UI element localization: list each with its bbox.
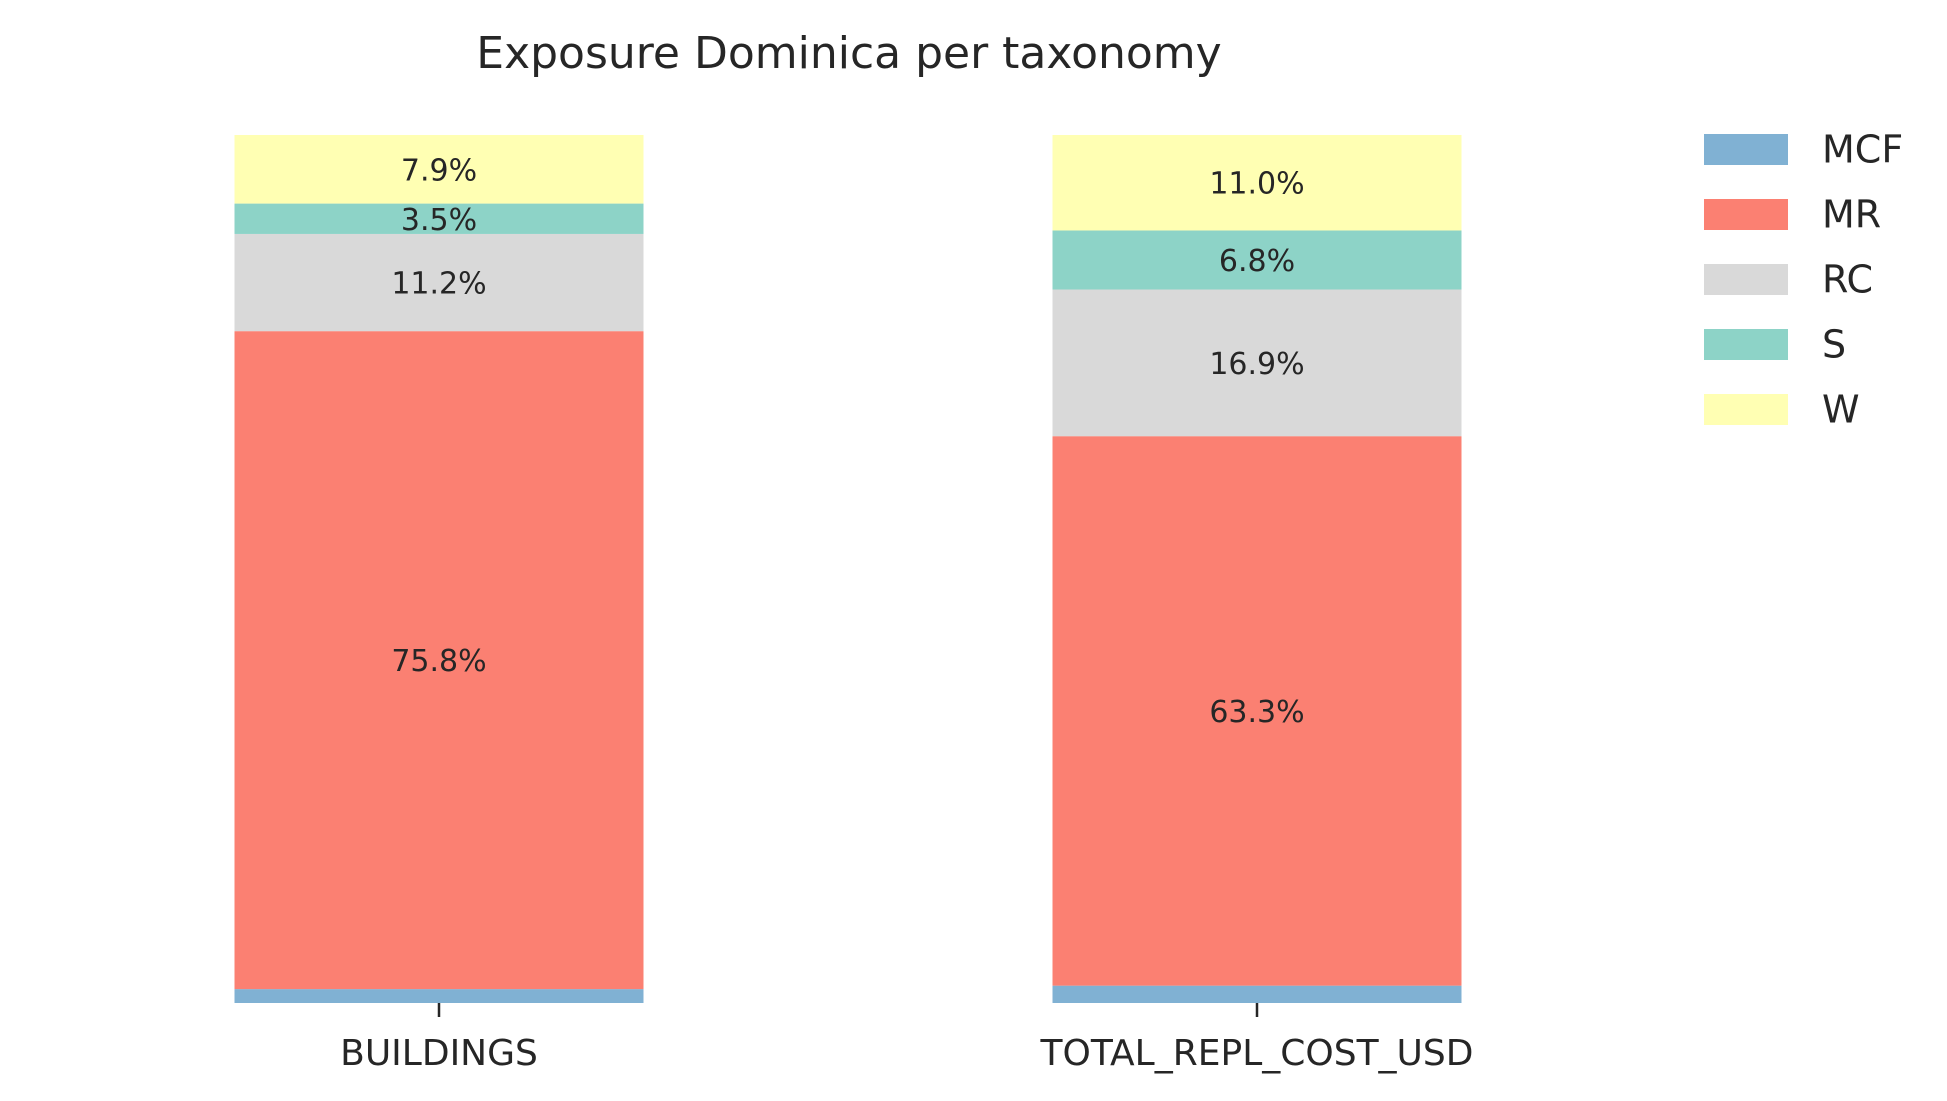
bar-total-repl-cost-usd-mcf [1052, 985, 1462, 1003]
bar-total-repl-cost-usd-s [1052, 230, 1462, 290]
legend-label-rc: RC [1822, 258, 1873, 302]
legend-label-mcf: MCF [1822, 128, 1903, 172]
legend-swatch-s [1704, 329, 1788, 360]
data-label-total-repl-cost-usd-w: 11.0% [1209, 167, 1304, 202]
legend-entry-rc: RC [1704, 258, 1873, 302]
legend-swatch-w [1704, 394, 1788, 425]
bars-layer [234, 135, 1462, 1003]
legend-swatch-mcf [1704, 134, 1788, 165]
data-label-buildings-rc: 11.2% [391, 267, 486, 302]
data-label-total-repl-cost-usd-mr: 63.3% [1209, 695, 1304, 730]
x-tick-label-buildings: BUILDINGS [340, 1033, 538, 1074]
legend-label-s: S [1822, 323, 1846, 367]
bar-buildings-mcf [234, 989, 644, 1003]
bar-buildings-rc [234, 233, 644, 332]
legend-entry-mcf: MCF [1704, 128, 1903, 172]
x-axis: BUILDINGS TOTAL_REPL_COST_USD [340, 1003, 1473, 1074]
legend-swatch-mr [1704, 199, 1788, 230]
data-label-total-repl-cost-usd-s: 6.8% [1219, 244, 1295, 279]
bar-total-repl-cost-usd-mr [1052, 436, 1462, 986]
bar-buildings-mr [234, 331, 644, 990]
chart-title: Exposure Dominica per taxonomy [476, 28, 1221, 79]
data-labels-layer: 75.8% 11.2% 3.5% 7.9% 63.3% 16.9% 6.8% 11.0% [391, 153, 1304, 730]
legend-entry-s: S [1704, 323, 1846, 367]
x-tick-label-total-repl-cost-usd: TOTAL_REPL_COST_USD [1040, 1033, 1474, 1074]
bar-buildings-w [234, 135, 644, 204]
legend-entry-w: W [1704, 388, 1860, 432]
bar-buildings-s [234, 203, 644, 234]
legend-swatch-rc [1704, 264, 1788, 295]
data-label-buildings-w: 7.9% [401, 153, 477, 188]
data-label-buildings-mr: 75.8% [391, 644, 486, 679]
legend: MCF MR RC SW [1704, 128, 1903, 432]
legend-entry-mr: MR [1704, 193, 1881, 237]
data-label-total-repl-cost-usd-rc: 16.9% [1209, 347, 1304, 382]
legend-label-w: W [1822, 388, 1860, 432]
legend-label-mr: MR [1822, 193, 1881, 237]
bar-total-repl-cost-usd-w [1052, 135, 1462, 231]
data-label-buildings-s: 3.5% [401, 203, 477, 238]
bar-total-repl-cost-usd-rc [1052, 289, 1462, 437]
